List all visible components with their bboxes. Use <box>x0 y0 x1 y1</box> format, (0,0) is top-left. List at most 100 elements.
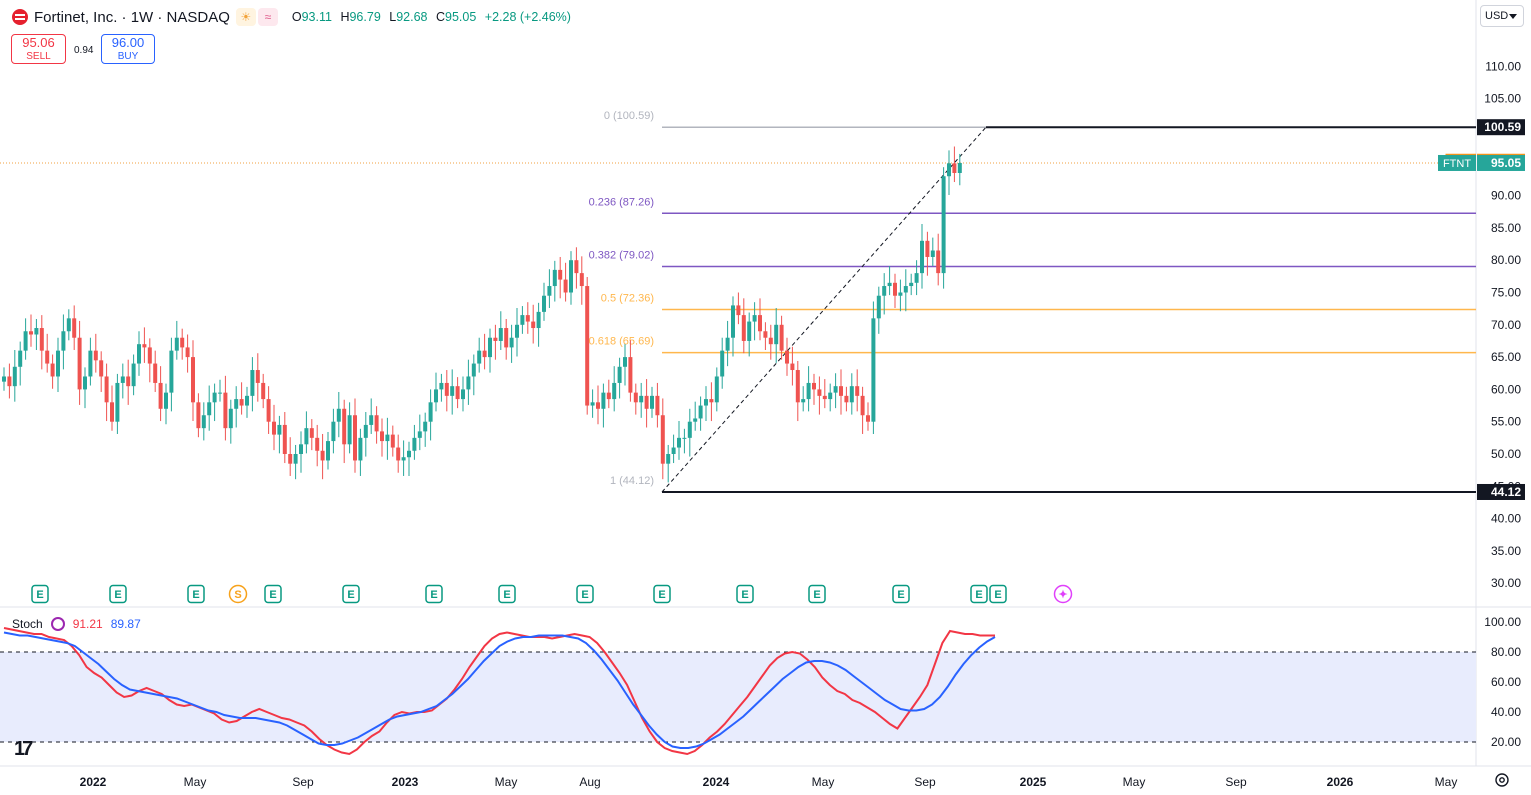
candle-body <box>83 376 87 390</box>
event-marker <box>109 584 127 604</box>
event-marker <box>808 584 826 604</box>
fib-trend-line <box>661 126 987 493</box>
sun-icon[interactable]: ☀ <box>235 8 256 26</box>
candle-body <box>234 399 239 409</box>
candle-body <box>99 360 104 377</box>
time-tick-label: 2022 <box>80 775 107 789</box>
event-marker-label: E <box>36 589 43 601</box>
candle-body <box>601 392 606 409</box>
fib-level-label: 1 (44.12) <box>610 475 654 487</box>
candle-body <box>898 292 903 296</box>
event-marker-label: E <box>897 589 904 601</box>
event-marker <box>653 584 671 604</box>
stoch-tick-label: 40.00 <box>1491 705 1521 719</box>
cycle-icon[interactable] <box>50 617 65 631</box>
candle-body <box>412 437 417 451</box>
candle-body <box>493 337 498 341</box>
candle-body <box>957 162 962 173</box>
candle-body <box>828 392 833 400</box>
tradingview-logo-icon[interactable]: 17 <box>14 738 33 760</box>
stoch-label[interactable]: Stoch <box>12 617 43 631</box>
candle-body <box>169 350 174 393</box>
stoch-indicator <box>3 627 996 756</box>
candle-body <box>23 331 28 351</box>
symbol-title[interactable]: Fortinet, Inc. · 1W · NASDAQ <box>34 8 230 26</box>
candle-body <box>952 163 957 173</box>
candle-body <box>66 318 71 332</box>
candle-body <box>39 328 44 351</box>
candle-body <box>677 437 681 448</box>
price-tag-box <box>1477 119 1525 136</box>
candle-body <box>736 305 741 316</box>
candle-body <box>126 376 131 387</box>
fibonacci-retracement[interactable]: 0 (100.59) 0.236 (87.26) 0.382 (79.02) 0.5 … <box>0 110 1476 493</box>
event-marker <box>892 584 910 604</box>
candle-body <box>277 424 282 435</box>
candle-body <box>326 441 330 461</box>
candle-body <box>390 434 395 448</box>
change-value: +2.28 (+2.46%) <box>484 10 571 24</box>
time-tick-label: May <box>495 775 518 789</box>
candle-body <box>914 273 919 283</box>
event-marker-label: S <box>234 589 241 601</box>
spread-value: 0.94 <box>74 45 94 56</box>
candle-body <box>218 392 222 394</box>
candle-body <box>839 386 843 396</box>
event-marker-label: E <box>503 589 510 601</box>
event-marker <box>228 584 248 604</box>
gear-icon[interactable] <box>1494 772 1510 788</box>
candle-body <box>239 399 244 406</box>
candle-body <box>266 399 271 422</box>
event-marker <box>187 584 205 604</box>
candle-body <box>801 399 806 403</box>
earnings-events[interactable]: E E E S E E E E E E E E E E E ✦ <box>31 584 1073 604</box>
candle-body <box>261 382 266 400</box>
candle-body <box>644 395 649 409</box>
price-tick-label: 110.00 <box>1485 59 1521 73</box>
candle-body <box>342 408 347 445</box>
candle-body <box>196 402 201 429</box>
candle-body <box>185 347 190 358</box>
candle-body <box>547 286 552 296</box>
time-axis[interactable]: 2022 May Sep 2023 May Aug 2024 May Sep 2025 May Sep… <box>80 775 1458 789</box>
candle-body <box>34 328 39 335</box>
time-tick-label: 2024 <box>703 775 730 789</box>
candle-body <box>223 392 228 429</box>
price-tag-label: FTNT <box>1443 158 1471 170</box>
candle-body <box>633 392 638 403</box>
candle-body <box>207 402 212 416</box>
candle-body <box>374 415 379 432</box>
candle-body <box>423 421 428 432</box>
buy-button[interactable]: 96.00 BUY <box>101 34 155 64</box>
candle-body <box>158 382 163 409</box>
stoch-band <box>0 652 1476 742</box>
stoch-axis[interactable]: 100.00 80.00 60.00 40.00 20.00 <box>1484 615 1521 749</box>
stoch-legend: Stoch 91.21 89.87 <box>12 617 141 631</box>
candle-body <box>758 315 762 332</box>
candle-body <box>844 395 849 403</box>
currency-select[interactable]: USD <box>1480 5 1524 27</box>
fib-level-label: 0.236 (87.26) <box>589 196 654 208</box>
candle-body <box>515 324 519 338</box>
price-tick-label: 40.00 <box>1491 512 1521 526</box>
price-tick-label: 60.00 <box>1491 382 1521 396</box>
wave-icon[interactable]: ≈ <box>257 8 278 26</box>
price-tick-label: 105.00 <box>1484 92 1521 106</box>
candle-body <box>909 282 914 287</box>
candle-body <box>596 402 600 409</box>
candle-body <box>768 337 773 345</box>
price-tag-value: 44.12 <box>1491 485 1521 499</box>
price-axis[interactable]: 110.00105.00100.0095.0090.0085.0080.0075… <box>1484 59 1521 590</box>
candle-body <box>401 457 406 461</box>
candle-body <box>282 424 287 454</box>
candle-body <box>536 311 541 329</box>
candle-body <box>304 428 309 445</box>
candle-body <box>466 376 471 390</box>
sell-button[interactable]: 95.06 SELL <box>11 34 66 64</box>
candle-body <box>785 350 789 364</box>
candle-body <box>585 286 590 406</box>
candle-body <box>871 318 876 422</box>
candle-body <box>623 357 627 367</box>
fib-level-label: 0.5 (72.36) <box>601 293 654 305</box>
